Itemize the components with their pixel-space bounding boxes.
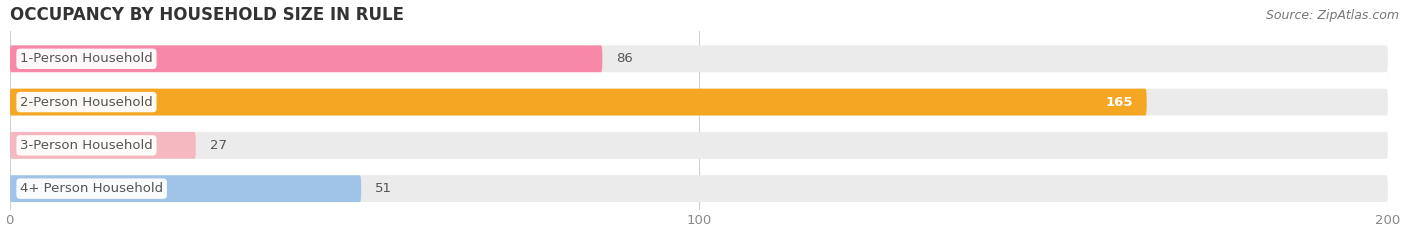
Text: 165: 165 [1105,96,1133,109]
FancyBboxPatch shape [10,89,1388,116]
Text: 2-Person Household: 2-Person Household [20,96,153,109]
Text: 86: 86 [616,52,633,65]
Text: OCCUPANCY BY HOUSEHOLD SIZE IN RULE: OCCUPANCY BY HOUSEHOLD SIZE IN RULE [10,6,404,24]
Text: 51: 51 [375,182,392,195]
Text: 3-Person Household: 3-Person Household [20,139,153,152]
Text: 4+ Person Household: 4+ Person Household [20,182,163,195]
FancyBboxPatch shape [10,175,361,202]
Text: Source: ZipAtlas.com: Source: ZipAtlas.com [1265,9,1399,22]
FancyBboxPatch shape [10,45,602,72]
Text: 1-Person Household: 1-Person Household [20,52,153,65]
FancyBboxPatch shape [10,45,1388,72]
FancyBboxPatch shape [10,175,1388,202]
Text: 27: 27 [209,139,226,152]
FancyBboxPatch shape [10,132,1388,159]
FancyBboxPatch shape [10,89,1147,116]
FancyBboxPatch shape [10,132,195,159]
